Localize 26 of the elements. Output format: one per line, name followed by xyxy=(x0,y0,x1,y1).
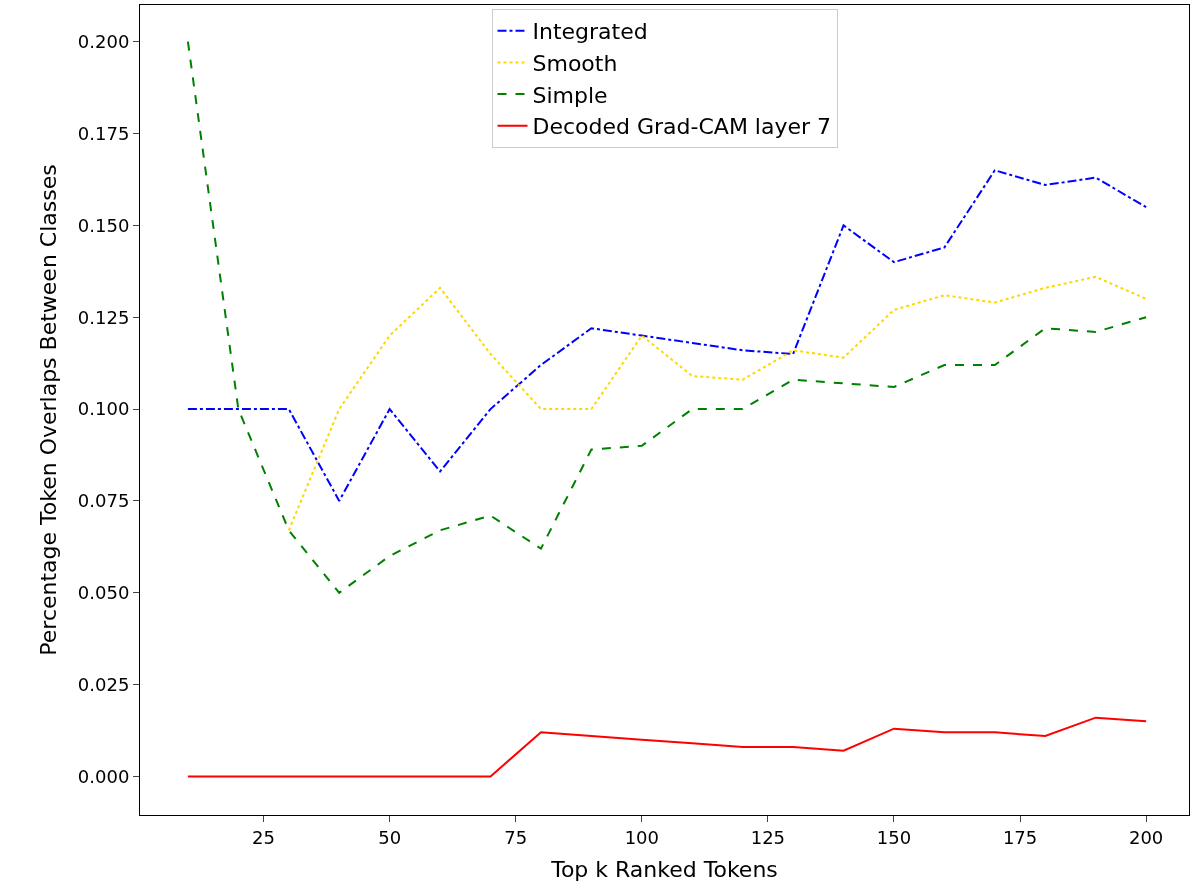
x-tick-label: 100 xyxy=(624,826,659,848)
y-tick-label: 0.100 xyxy=(77,398,130,420)
y-tick-label: 0.025 xyxy=(77,673,130,695)
x-tick-label: 175 xyxy=(1002,826,1038,848)
y-tick-label: 0.175 xyxy=(77,122,130,144)
y-tick-label: 0.200 xyxy=(77,31,130,53)
x-axis-title: Top k Ranked Tokens xyxy=(550,857,778,883)
y-tick-label: 0.075 xyxy=(77,490,130,512)
y-tick-label: 0.125 xyxy=(77,306,130,328)
line-series xyxy=(186,169,1148,502)
legend-label: Smooth xyxy=(532,51,618,77)
y-tick-label: 0.050 xyxy=(77,582,130,604)
x-tick-label: 50 xyxy=(378,826,402,848)
line-series xyxy=(287,275,1148,532)
x-tick-label: 125 xyxy=(750,826,786,848)
legend-label: Integrated xyxy=(532,19,648,45)
legend-label: Simple xyxy=(532,82,608,108)
legend-label: Decoded Grad-CAM layer 7 xyxy=(532,114,832,140)
x-tick-label: 200 xyxy=(1128,826,1164,848)
x-tick-label: 25 xyxy=(252,826,276,848)
y-axis-title: Percentage Token Overlaps Between Classes xyxy=(35,164,61,656)
y-tick-label: 0.000 xyxy=(77,765,130,787)
x-tick-label: 75 xyxy=(504,826,528,848)
x-tick-label: 150 xyxy=(876,826,912,848)
y-tick-label: 0.150 xyxy=(77,214,130,236)
line-series xyxy=(186,716,1148,778)
